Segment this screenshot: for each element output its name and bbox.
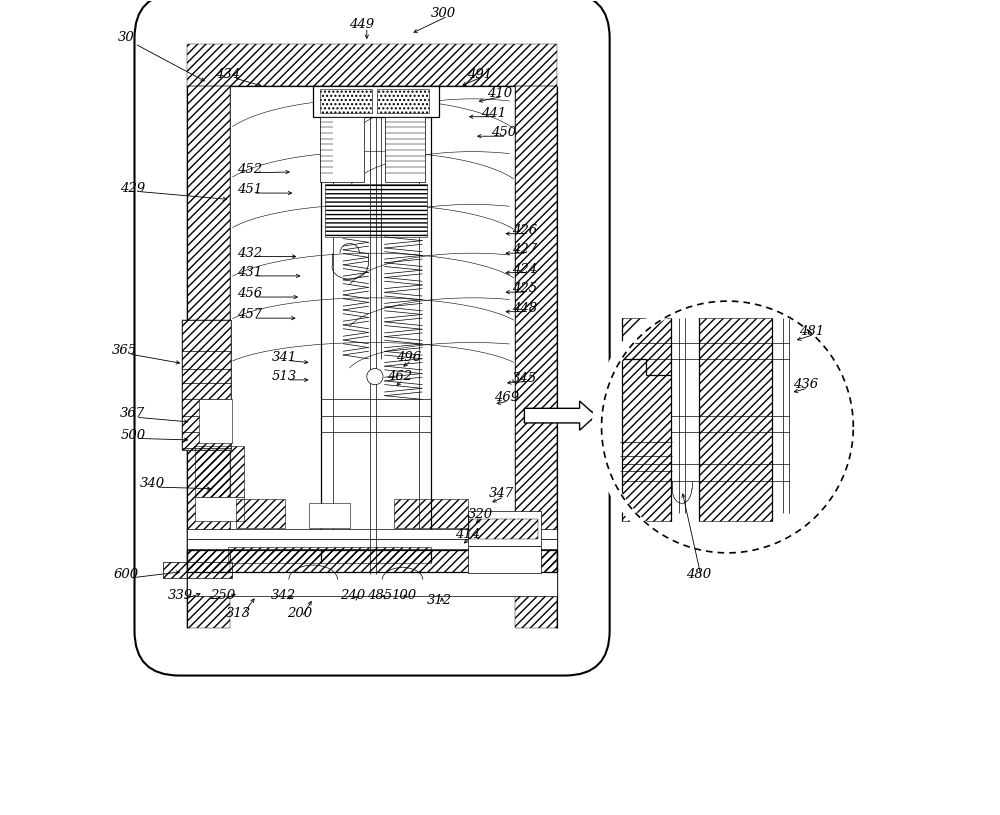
Text: 449: 449: [349, 18, 374, 31]
Text: 500: 500: [120, 429, 145, 442]
Text: 345: 345: [512, 372, 537, 385]
Text: 341: 341: [271, 350, 297, 363]
Bar: [236, 500, 285, 527]
Text: 480: 480: [686, 568, 712, 581]
Bar: [195, 447, 244, 497]
Text: 347: 347: [489, 487, 514, 500]
Text: 429: 429: [120, 182, 145, 195]
Bar: [228, 547, 431, 563]
Text: 462: 462: [388, 370, 413, 383]
Text: 452: 452: [237, 163, 262, 176]
Text: 240: 240: [340, 589, 365, 602]
Bar: [187, 550, 557, 571]
Bar: [187, 86, 230, 628]
Bar: [195, 497, 244, 522]
Bar: [468, 512, 541, 545]
Bar: [320, 89, 372, 113]
Text: 496: 496: [396, 350, 422, 363]
Circle shape: [602, 301, 853, 553]
Text: 457: 457: [237, 308, 262, 321]
FancyArrow shape: [524, 401, 596, 430]
Text: 410: 410: [487, 87, 513, 100]
Text: 425: 425: [512, 283, 537, 295]
Text: 426: 426: [512, 224, 537, 237]
Text: 367: 367: [120, 408, 145, 421]
Text: 365: 365: [112, 344, 137, 357]
Bar: [622, 318, 671, 522]
Bar: [182, 319, 231, 450]
Text: 485: 485: [367, 589, 392, 602]
Bar: [385, 117, 425, 182]
Text: 513: 513: [271, 370, 297, 383]
Text: 30: 30: [118, 32, 135, 45]
Text: 456: 456: [237, 288, 262, 300]
Bar: [199, 399, 232, 443]
Text: 431: 431: [237, 267, 262, 280]
Bar: [377, 89, 429, 113]
Text: 100: 100: [391, 589, 416, 602]
Bar: [187, 571, 557, 596]
Text: 450: 450: [491, 126, 517, 139]
Text: 312: 312: [427, 594, 452, 607]
Text: 448: 448: [512, 302, 537, 315]
Bar: [394, 500, 468, 527]
Text: 451: 451: [237, 183, 262, 196]
Text: 600: 600: [114, 568, 139, 581]
Text: 436: 436: [793, 378, 818, 391]
Bar: [163, 562, 232, 578]
Bar: [325, 184, 427, 237]
Text: 320: 320: [468, 509, 493, 522]
Bar: [187, 44, 557, 86]
Text: 339: 339: [168, 589, 193, 602]
Text: 200: 200: [287, 607, 312, 620]
Text: 427: 427: [512, 244, 537, 257]
Bar: [187, 539, 557, 548]
Bar: [468, 545, 541, 573]
Bar: [182, 319, 231, 450]
Text: 434: 434: [215, 68, 240, 81]
Bar: [469, 519, 538, 539]
Bar: [320, 117, 364, 182]
Bar: [309, 504, 350, 527]
Bar: [515, 86, 557, 628]
Text: 424: 424: [512, 263, 537, 276]
Text: 340: 340: [140, 478, 165, 491]
Text: 342: 342: [271, 589, 296, 602]
Text: 313: 313: [226, 607, 251, 620]
Text: 414: 414: [455, 527, 480, 540]
Text: 300: 300: [431, 7, 456, 20]
Text: 491: 491: [467, 68, 492, 81]
Circle shape: [367, 368, 383, 385]
FancyBboxPatch shape: [135, 0, 610, 676]
Bar: [699, 318, 772, 522]
Text: 481: 481: [799, 324, 824, 337]
Text: 250: 250: [210, 589, 235, 602]
Text: 432: 432: [237, 247, 262, 260]
Text: 469: 469: [494, 391, 519, 404]
Bar: [313, 86, 439, 117]
Bar: [187, 529, 557, 539]
Text: 441: 441: [481, 107, 506, 120]
